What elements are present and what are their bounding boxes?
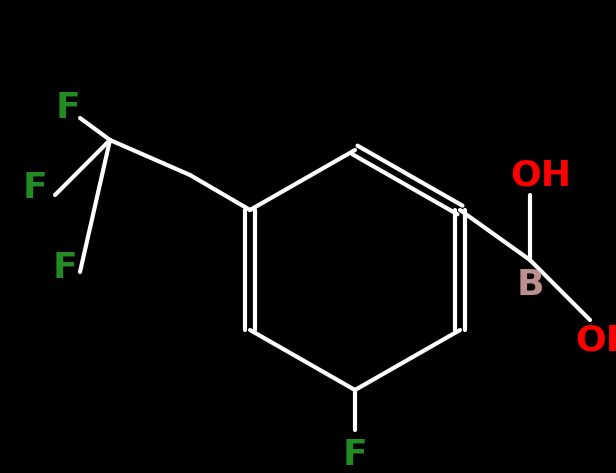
Text: F: F <box>342 438 367 472</box>
Text: OH: OH <box>575 323 616 357</box>
Text: OH: OH <box>510 158 571 192</box>
Text: F: F <box>55 91 80 125</box>
Text: B: B <box>516 268 544 302</box>
Text: F: F <box>23 171 47 205</box>
Text: F: F <box>52 251 78 285</box>
